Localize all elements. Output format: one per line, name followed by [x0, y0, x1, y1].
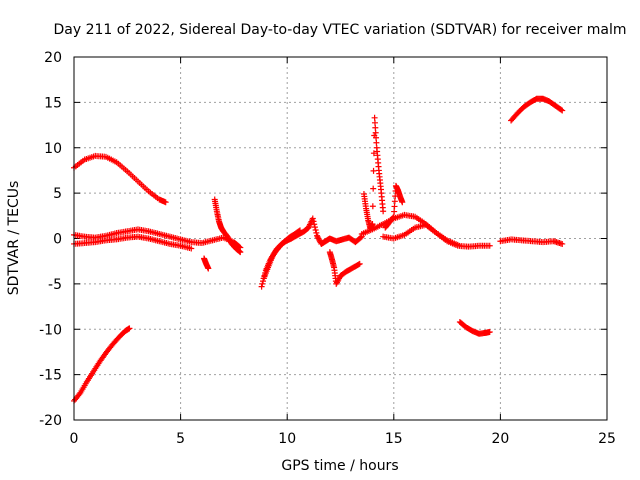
x-tick-labels: 0 5 10 15 20 25 — [70, 431, 616, 447]
data-point — [296, 227, 303, 234]
chart-title: Day 211 of 2022, Sidereal Day-to-day VTE… — [54, 22, 627, 38]
data-point — [369, 220, 376, 227]
data-point — [237, 249, 244, 256]
data-point — [313, 229, 320, 236]
series-band-0-8h-lower — [71, 233, 195, 252]
series-band-13-18h-lower — [380, 221, 461, 248]
data-point — [311, 221, 318, 228]
data-point — [454, 241, 461, 248]
data-point — [399, 199, 406, 206]
y-tick-label: -20 — [39, 413, 62, 429]
data-point — [356, 260, 363, 267]
data-point — [357, 234, 364, 241]
y-tick-label: 5 — [53, 186, 62, 202]
data-point — [486, 242, 493, 249]
series-dip-6h — [201, 255, 212, 272]
y-tick-label: 20 — [44, 50, 62, 66]
series-arc-top-left — [71, 152, 169, 206]
x-tick-label: 20 — [491, 431, 509, 447]
data-point — [380, 208, 387, 215]
series-dip-12h — [326, 249, 363, 287]
y-tick-label: 15 — [44, 95, 62, 111]
y-tick-label: -10 — [39, 322, 62, 338]
series-dip-18h — [456, 318, 493, 337]
series-spike-6.7h — [211, 196, 244, 256]
data-point — [370, 185, 377, 192]
data-point — [188, 245, 195, 252]
data-point — [205, 265, 212, 272]
data-point — [391, 208, 398, 215]
series-spike-14h — [360, 114, 387, 232]
series-band-20-23h — [497, 236, 566, 247]
data-point — [162, 199, 169, 206]
data-point — [370, 150, 377, 157]
data-point — [370, 167, 377, 174]
y-tick-label: -5 — [48, 277, 62, 293]
data-point — [312, 227, 319, 234]
series-rising-bottom-left — [71, 325, 133, 404]
data-point — [295, 228, 302, 235]
x-tick-label: 5 — [176, 431, 185, 447]
y-tick-label: 10 — [44, 141, 62, 157]
data-point — [259, 280, 266, 287]
data-point — [558, 106, 565, 113]
data-points — [71, 95, 566, 404]
data-point — [355, 261, 362, 268]
plot-frame — [73, 56, 608, 421]
data-point — [559, 240, 566, 247]
x-tick-label: 15 — [385, 431, 403, 447]
data-point — [309, 215, 316, 222]
x-tick-label: 0 — [70, 431, 79, 447]
series-arc-top-right — [508, 95, 566, 124]
data-point — [260, 278, 267, 285]
series-band-13-18h — [358, 211, 493, 250]
data-point — [126, 325, 133, 332]
x-axis-label: GPS time / hours — [281, 458, 398, 474]
data-point — [236, 248, 243, 255]
data-point — [369, 203, 376, 210]
series-cluster-15h — [382, 182, 406, 231]
data-point — [559, 107, 566, 114]
data-point — [391, 198, 398, 205]
series-group-9-11h-lower — [260, 227, 303, 282]
x-tick-label: 10 — [278, 431, 296, 447]
data-point — [76, 391, 83, 398]
data-point — [311, 224, 318, 231]
data-point — [391, 203, 398, 210]
data-point — [486, 328, 493, 335]
x-tick-label: 25 — [598, 431, 616, 447]
y-tick-label: 0 — [53, 232, 62, 248]
y-tick-label: -15 — [39, 368, 62, 384]
data-point — [310, 218, 317, 225]
data-point — [258, 283, 265, 290]
y-tick-labels: -20 -15 -10 -5 0 5 10 15 20 — [39, 50, 62, 429]
y-axis-label: SDTVAR / TECUs — [6, 181, 22, 296]
